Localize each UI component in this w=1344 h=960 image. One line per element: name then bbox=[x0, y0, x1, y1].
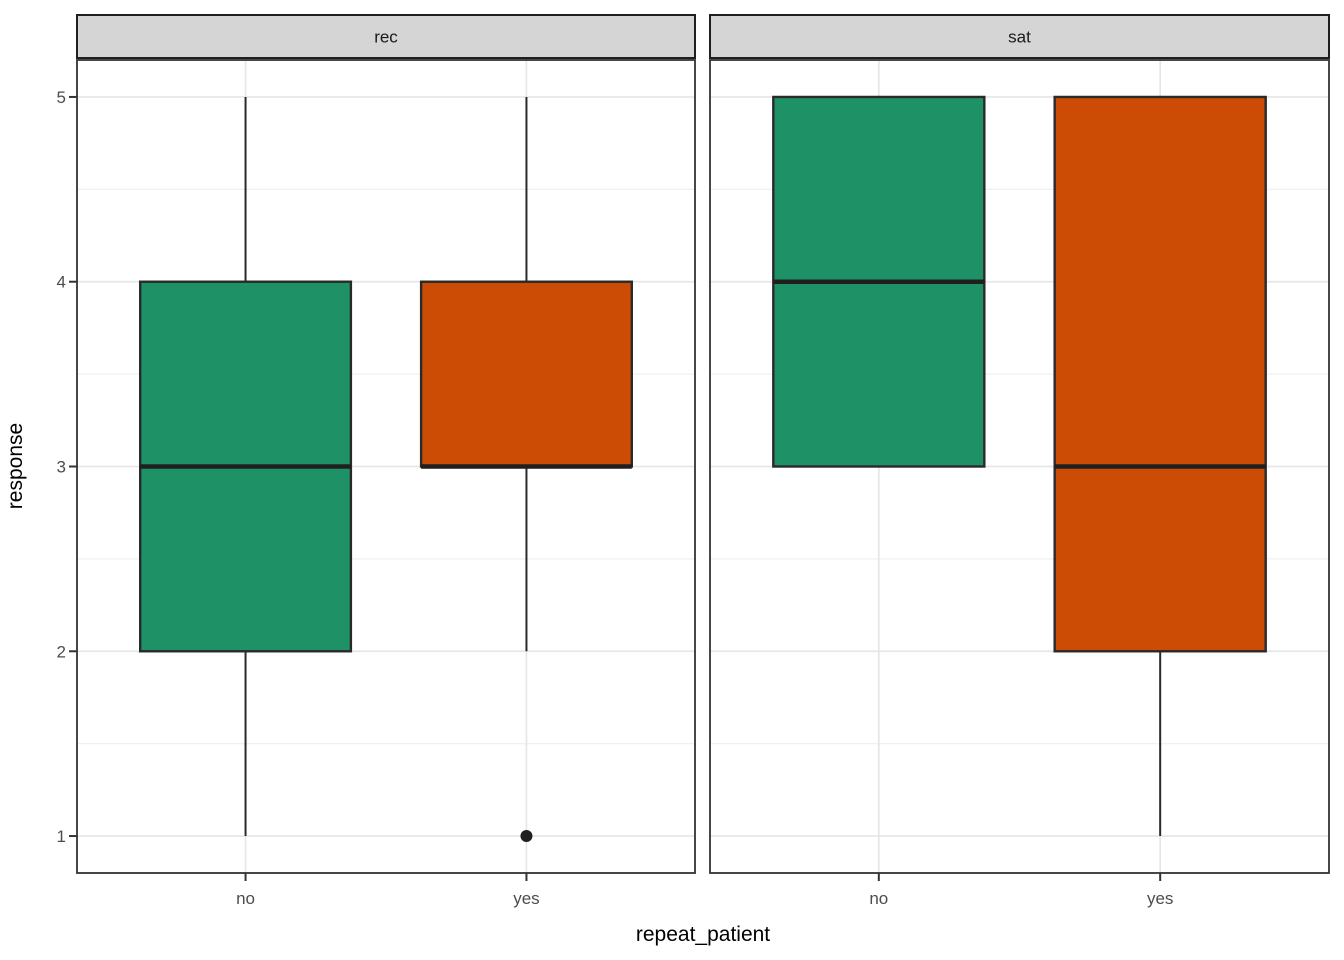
y-tick-label: 4 bbox=[57, 273, 66, 292]
y-tick-label: 3 bbox=[57, 458, 66, 477]
facet-strip bbox=[76, 14, 696, 59]
boxplot-sat-yes bbox=[1053, 95, 1267, 837]
boxplots-layer bbox=[139, 95, 1267, 843]
facet-strip-label: rec bbox=[374, 28, 398, 47]
x-tick-label: yes bbox=[513, 889, 539, 908]
facet-strip-label: sat bbox=[1008, 28, 1031, 47]
y-tick-label: 5 bbox=[57, 88, 66, 107]
boxplot-rec-yes bbox=[419, 96, 633, 843]
x-tick-label: no bbox=[869, 889, 888, 908]
panel-frames-layer: rec sat bbox=[76, 14, 1330, 874]
iqr-box bbox=[1053, 95, 1267, 653]
x-tick-label: no bbox=[236, 889, 255, 908]
facet-strip bbox=[709, 14, 1330, 59]
y-tick-label: 1 bbox=[57, 827, 66, 846]
y-axis-title: response bbox=[4, 423, 27, 509]
y-tick-label: 2 bbox=[57, 642, 66, 661]
x-tick-label: yes bbox=[1147, 889, 1173, 908]
iqr-box bbox=[419, 280, 633, 468]
panel-border bbox=[709, 59, 1330, 874]
boxplot-rec-no bbox=[139, 96, 353, 837]
axes-layer: no yes no yes 1 2 3 4 5 bbox=[57, 88, 1174, 908]
outlier-point bbox=[520, 830, 533, 843]
boxplot-sat-no bbox=[772, 95, 986, 468]
x-axis-title: repeat_patient bbox=[636, 923, 770, 946]
